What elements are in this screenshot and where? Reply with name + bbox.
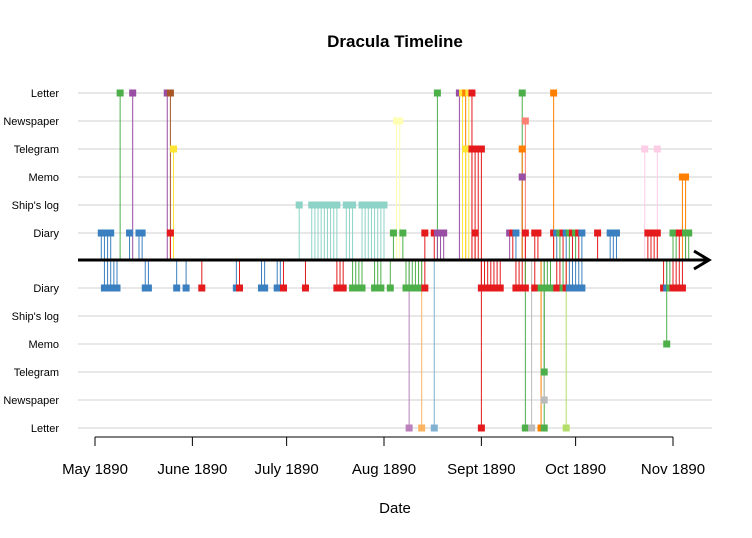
- event-marker: [682, 173, 690, 181]
- event-marker: [138, 229, 146, 237]
- event-marker: [521, 117, 529, 125]
- event-marker: [433, 89, 441, 97]
- x-tick-label: July 1890: [255, 461, 319, 478]
- event-marker: [144, 284, 152, 292]
- event-marker: [126, 229, 134, 237]
- lower-row-label: Letter: [31, 423, 59, 435]
- event-marker: [405, 424, 413, 432]
- lower-row-label: Ship's log: [12, 311, 59, 323]
- event-marker: [540, 396, 548, 404]
- lower-row-label: Memo: [28, 339, 59, 351]
- event-marker: [440, 229, 448, 237]
- event-marker: [295, 201, 303, 209]
- event-marker: [594, 229, 602, 237]
- event-marker: [462, 145, 470, 153]
- timeline-axis: [78, 249, 712, 271]
- lower-row-label: Diary: [33, 283, 59, 295]
- event-marker: [512, 229, 520, 237]
- event-marker: [418, 424, 426, 432]
- x-tick-label: Oct 1890: [545, 461, 606, 478]
- event-marker: [562, 424, 570, 432]
- event-marker: [166, 89, 174, 97]
- event-stems: [100, 93, 690, 428]
- event-marker: [421, 229, 429, 237]
- event-marker: [546, 284, 554, 292]
- event-marker: [540, 368, 548, 376]
- event-marker: [521, 229, 529, 237]
- event-marker: [430, 424, 438, 432]
- event-marker: [528, 424, 536, 432]
- event-marker: [380, 201, 388, 209]
- upper-row-label: Ship's log: [12, 200, 59, 212]
- event-marker: [653, 229, 661, 237]
- event-marker: [198, 284, 206, 292]
- x-tick-label: Nov 1890: [641, 461, 705, 478]
- event-marker: [236, 284, 243, 292]
- event-marker: [663, 340, 671, 348]
- event-marker: [166, 229, 174, 237]
- event-markers: [97, 89, 693, 432]
- event-marker: [113, 284, 121, 292]
- timeline-arrow-head: [693, 249, 712, 271]
- event-marker: [641, 145, 649, 153]
- event-marker: [396, 117, 404, 125]
- event-marker: [537, 284, 545, 292]
- event-marker: [107, 229, 115, 237]
- event-marker: [399, 229, 407, 237]
- lower-row-label: Newspaper: [3, 395, 59, 407]
- event-marker: [612, 229, 620, 237]
- event-marker: [279, 284, 287, 292]
- event-marker: [550, 89, 558, 97]
- event-marker: [578, 284, 586, 292]
- event-marker: [301, 284, 309, 292]
- event-marker: [170, 145, 178, 153]
- event-marker: [477, 145, 485, 153]
- event-marker: [377, 284, 385, 292]
- event-marker: [678, 284, 686, 292]
- event-marker: [578, 229, 586, 237]
- x-tick-label: June 1890: [157, 461, 227, 478]
- event-marker: [540, 424, 548, 432]
- event-marker: [496, 284, 504, 292]
- event-marker: [518, 145, 526, 153]
- chart-title: Dracula Timeline: [327, 32, 463, 51]
- x-tick-label: Sept 1890: [447, 461, 515, 478]
- row-labels: Diary Ship's log Memo Telegram Newspaper Lett…: [3, 88, 59, 435]
- upper-row-label: Letter: [31, 88, 59, 100]
- x-axis: May 1890 June 1890 July 1890 Aug 1890 Sept 1…: [62, 436, 705, 478]
- event-marker: [129, 89, 137, 97]
- event-marker: [521, 284, 529, 292]
- event-marker: [468, 89, 476, 97]
- event-marker: [358, 284, 366, 292]
- event-marker: [518, 89, 526, 97]
- event-marker: [339, 284, 347, 292]
- event-marker: [653, 145, 661, 153]
- event-marker: [685, 229, 693, 237]
- upper-row-label: Memo: [28, 172, 59, 184]
- event-marker: [471, 229, 479, 237]
- event-marker: [518, 173, 526, 181]
- event-marker: [534, 229, 542, 237]
- upper-row-label: Telegram: [14, 144, 59, 156]
- event-marker: [521, 424, 529, 432]
- event-marker: [421, 284, 429, 292]
- x-tick-label: Aug 1890: [352, 461, 416, 478]
- x-axis-label: Date: [379, 500, 411, 517]
- lower-row-label: Telegram: [14, 367, 59, 379]
- event-marker: [116, 89, 124, 97]
- upper-row-label: Newspaper: [3, 116, 59, 128]
- event-marker: [675, 229, 683, 237]
- event-marker: [173, 284, 181, 292]
- x-tick-label: May 1890: [62, 461, 128, 478]
- event-marker: [349, 201, 357, 209]
- event-marker: [261, 284, 269, 292]
- event-marker: [477, 424, 485, 432]
- event-marker: [333, 201, 341, 209]
- event-marker: [389, 229, 397, 237]
- event-marker: [531, 284, 539, 292]
- event-marker: [386, 284, 394, 292]
- upper-row-label: Diary: [33, 228, 59, 240]
- event-marker: [182, 284, 190, 292]
